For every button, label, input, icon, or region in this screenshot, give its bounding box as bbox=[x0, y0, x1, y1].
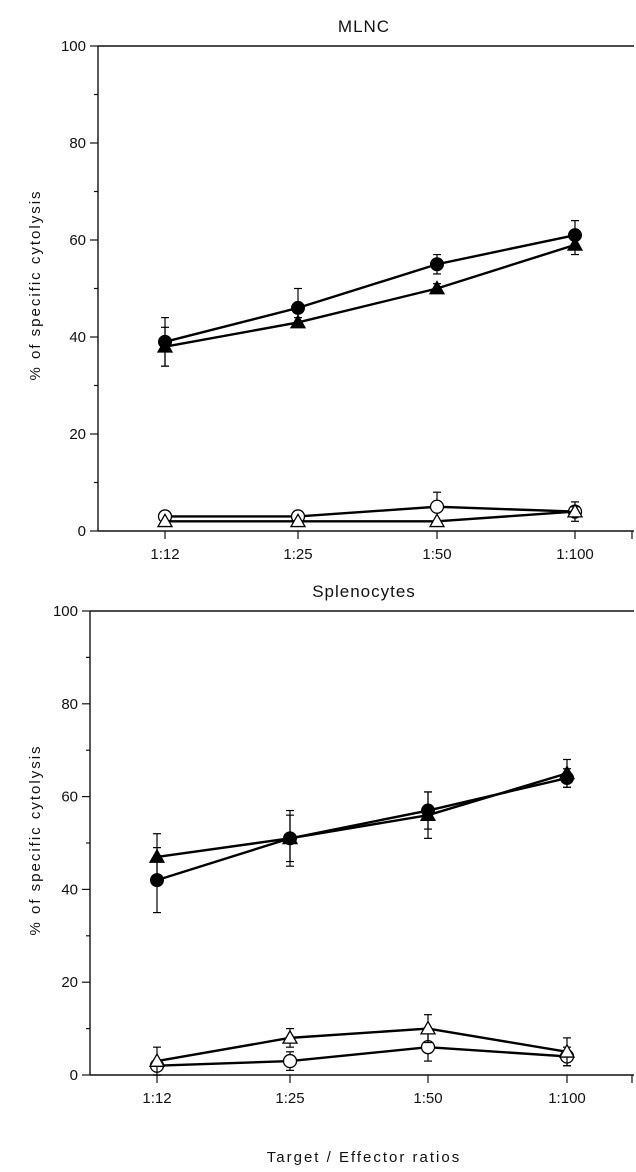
data-point bbox=[289, 512, 307, 528]
data-point bbox=[566, 503, 584, 518]
data-point bbox=[148, 1052, 166, 1067]
axes bbox=[97, 45, 634, 532]
series-open-circle bbox=[157, 491, 583, 524]
y-tick-label: 80 bbox=[69, 135, 86, 152]
y-tick-label: 60 bbox=[61, 789, 78, 806]
data-point bbox=[291, 300, 305, 315]
y-tick-label: 20 bbox=[69, 426, 86, 443]
x-tick-label: 1:100 bbox=[548, 1090, 586, 1107]
data-point bbox=[156, 512, 174, 528]
y-tick-label: 100 bbox=[53, 603, 78, 620]
y-ticks: 0 20 40 60 80 100 bbox=[53, 603, 90, 1084]
data-point bbox=[419, 806, 437, 822]
y-tick-label: 20 bbox=[61, 974, 78, 991]
series-filled-circle bbox=[158, 220, 582, 367]
x-ticks: 1:12 1:25 1:50 1:100 bbox=[142, 1075, 633, 1107]
series-layer bbox=[148, 758, 576, 1076]
series-filled-triangle bbox=[148, 758, 576, 881]
series-open-triangle bbox=[156, 503, 584, 528]
x-tick-label: 1:50 bbox=[422, 546, 451, 563]
y-tick-label: 60 bbox=[69, 232, 86, 249]
series-filled-triangle bbox=[156, 234, 584, 367]
data-point bbox=[428, 280, 446, 295]
series-line bbox=[156, 776, 568, 882]
axes bbox=[89, 610, 634, 1076]
data-point bbox=[289, 314, 307, 329]
data-point bbox=[281, 1029, 299, 1044]
y-tick-label: 100 bbox=[61, 38, 86, 55]
x-tick-label: 1:50 bbox=[413, 1090, 442, 1107]
x-ticks: 1:12 1:25 1:50 1:100 bbox=[150, 531, 633, 563]
series-line bbox=[156, 1027, 568, 1063]
data-point bbox=[282, 1053, 298, 1069]
y-axis-label: % of specific cytolysis bbox=[27, 189, 44, 380]
series-open-circle bbox=[149, 1032, 575, 1073]
series-line bbox=[165, 510, 576, 523]
y-tick-label: 0 bbox=[78, 523, 86, 540]
series-line bbox=[156, 1045, 568, 1067]
y-tick-label: 0 bbox=[70, 1067, 78, 1084]
x-tick-label: 1:25 bbox=[275, 1090, 304, 1107]
series-line bbox=[156, 772, 568, 859]
y-ticks: 0 20 40 60 80 100 bbox=[61, 38, 98, 540]
panel-mlnc: MLNC % of specific cytolysis 0 20 40 60 80 10… bbox=[27, 17, 634, 563]
x-tick-label: 1:12 bbox=[142, 1090, 171, 1107]
data-point bbox=[281, 830, 299, 845]
x-tick-label: 1:25 bbox=[283, 546, 312, 563]
chart-title: Splenocytes bbox=[312, 582, 416, 601]
panel-splenocytes: Splenocytes % of specific cytolysis Targ… bbox=[27, 582, 634, 1166]
series-line bbox=[164, 243, 576, 348]
data-point bbox=[558, 1043, 576, 1058]
data-point bbox=[429, 499, 445, 514]
x-tick-label: 1:100 bbox=[556, 546, 594, 563]
data-point bbox=[558, 765, 576, 780]
data-point bbox=[430, 257, 444, 272]
data-point bbox=[566, 236, 584, 251]
series-open-triangle bbox=[148, 1014, 576, 1076]
chart-title: MLNC bbox=[338, 17, 390, 36]
y-axis-label: % of specific cytolysis bbox=[27, 744, 44, 935]
data-point bbox=[428, 512, 446, 528]
data-point bbox=[419, 1020, 437, 1035]
x-axis-label: Target / Effector ratios bbox=[267, 1149, 461, 1166]
data-point bbox=[156, 338, 174, 353]
y-tick-label: 40 bbox=[69, 329, 86, 346]
data-point bbox=[148, 848, 166, 863]
y-tick-label: 80 bbox=[61, 696, 78, 713]
series-line bbox=[165, 505, 576, 518]
series-line bbox=[164, 233, 576, 344]
x-tick-label: 1:12 bbox=[150, 546, 179, 563]
series-layer bbox=[156, 220, 584, 528]
y-tick-label: 40 bbox=[61, 881, 78, 898]
